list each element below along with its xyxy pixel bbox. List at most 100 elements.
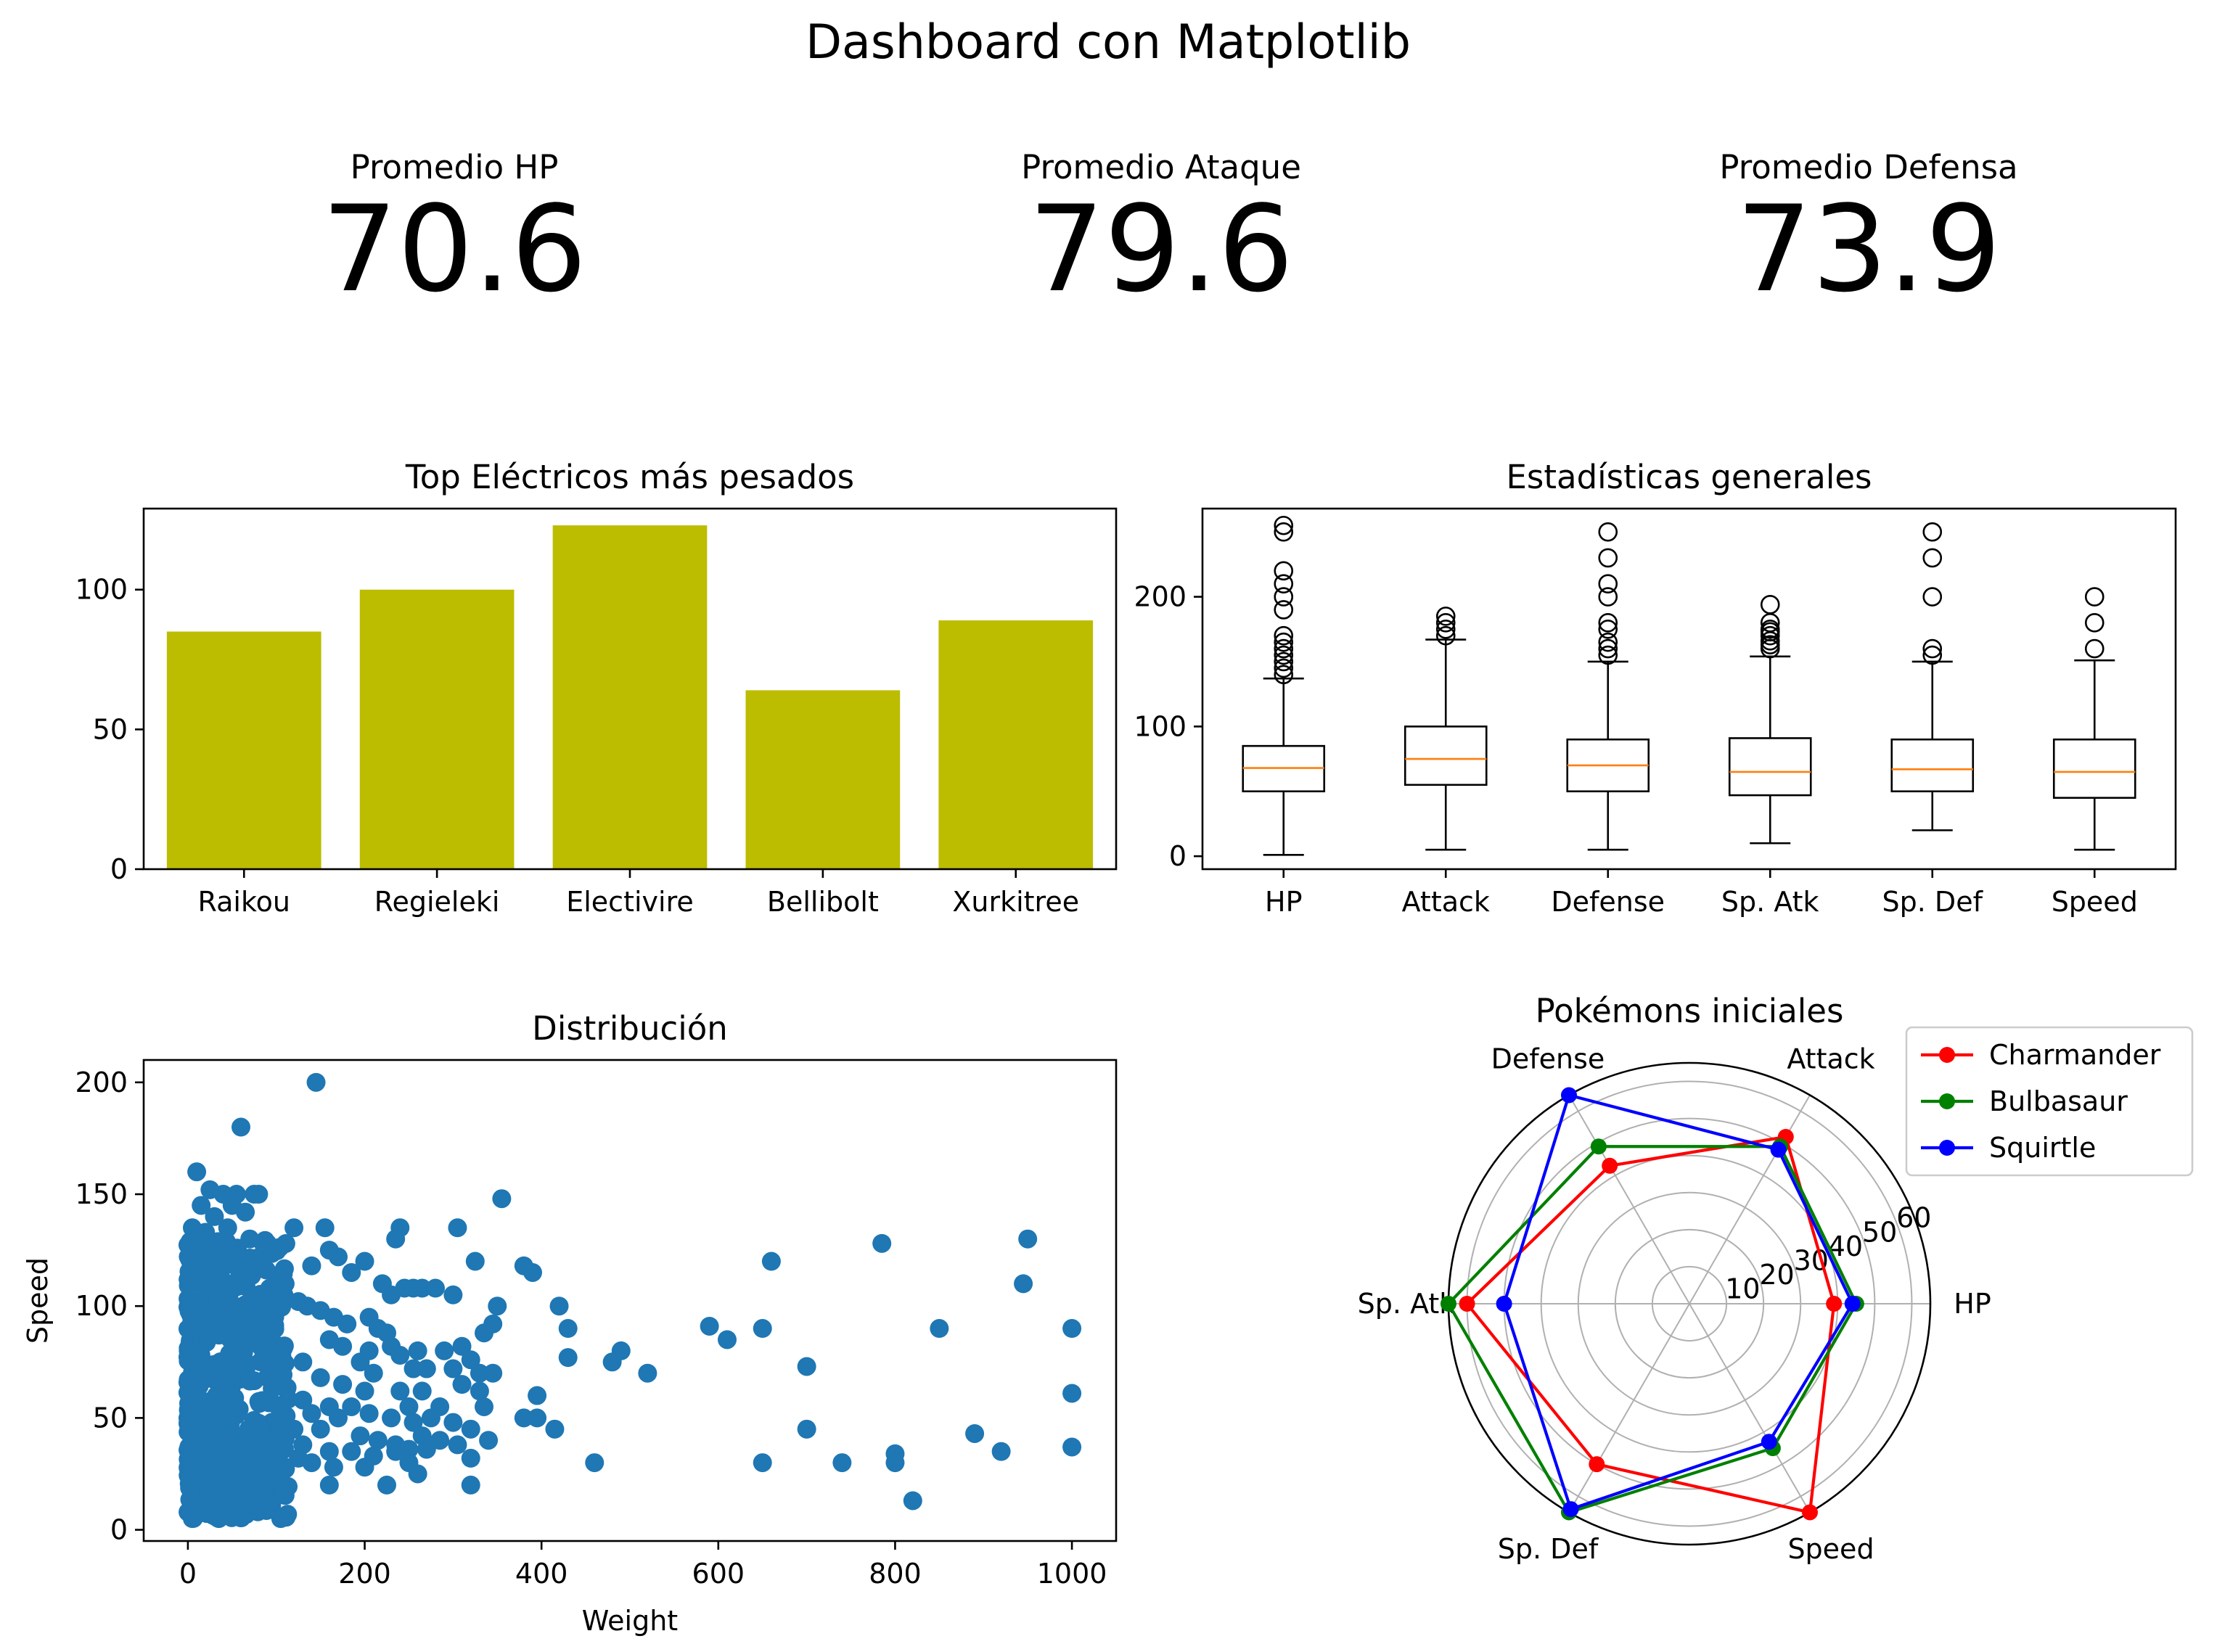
- x-tick-label: 0: [179, 1558, 197, 1590]
- data-point: [293, 1390, 313, 1410]
- legend-swatch-marker: [1939, 1047, 1955, 1063]
- data-point: [448, 1218, 467, 1238]
- data-point: [465, 1252, 485, 1271]
- radar-title: Pokémons iniciales: [1536, 992, 1844, 1030]
- data-point: [872, 1233, 892, 1253]
- data-point: [1018, 1229, 1038, 1249]
- outlier-point: [1760, 619, 1780, 639]
- angular-grid-line: [1568, 1094, 1690, 1304]
- data-point: [271, 1509, 290, 1529]
- legend-label: Squirtle: [1989, 1132, 2096, 1164]
- series-line-charmander: [1465, 1135, 1836, 1514]
- data-point: [263, 1378, 282, 1398]
- data-point: [185, 1495, 205, 1514]
- radial-tick-label: 60: [1896, 1202, 1931, 1234]
- data-point: [753, 1453, 772, 1473]
- data-point: [412, 1278, 432, 1298]
- radar-starter-pokemon: Pokémons iniciales102030405060HPAttackDe…: [1358, 992, 2194, 1565]
- data-point: [421, 1408, 440, 1428]
- outlier-point: [1274, 561, 1294, 581]
- outlier-point: [1274, 652, 1294, 672]
- data-point: [205, 1207, 224, 1226]
- outlier-point: [1274, 515, 1294, 535]
- data-point: [399, 1397, 419, 1416]
- outlier-point: [1598, 645, 1618, 665]
- data-point: [237, 1277, 256, 1296]
- series-line-bulbasaur: [1446, 1145, 1858, 1514]
- data-point: [483, 1363, 503, 1383]
- outlier-point: [1274, 522, 1294, 542]
- data-point: [417, 1359, 436, 1378]
- data-point: [277, 1378, 297, 1397]
- series-point-charmander: [1802, 1504, 1818, 1521]
- data-point: [355, 1458, 374, 1477]
- y-tick-label: 0: [110, 1514, 128, 1546]
- data-point: [470, 1381, 489, 1401]
- kpi-hp: Promedio HP 70.6: [321, 148, 586, 319]
- kpi-hp-label: Promedio HP: [351, 148, 559, 186]
- data-point: [179, 1378, 199, 1398]
- data-point: [1014, 1274, 1033, 1294]
- kpi-attack: Promedio Ataque 79.6: [1021, 148, 1301, 319]
- data-point: [452, 1336, 472, 1356]
- y-tick-label: 100: [1134, 710, 1187, 742]
- radar-axis-label: Defense: [1491, 1043, 1605, 1074]
- plot-frame: [1201, 507, 2177, 871]
- data-point: [319, 1475, 339, 1495]
- data-point: [408, 1341, 427, 1360]
- data-point: [390, 1381, 410, 1401]
- x-tick-label: Speed: [2052, 886, 2138, 918]
- data-point: [753, 1319, 772, 1339]
- data-point: [196, 1222, 216, 1242]
- data-point: [258, 1453, 277, 1473]
- data-point: [377, 1475, 396, 1495]
- data-point: [329, 1247, 348, 1267]
- outlier-point: [1922, 638, 1943, 659]
- data-point: [180, 1478, 200, 1497]
- series-point-charmander: [1826, 1296, 1843, 1312]
- box-spdef: [1890, 738, 1975, 793]
- data-point: [549, 1296, 569, 1316]
- outlier-point: [1598, 619, 1618, 639]
- data-point: [700, 1316, 719, 1336]
- data-point: [403, 1359, 423, 1378]
- boxplot-general-stats: Estadísticas generales HP Attack Defense Sp.…: [1134, 458, 2177, 918]
- series-point-charmander: [1589, 1456, 1605, 1473]
- data-point: [293, 1352, 313, 1372]
- data-point: [602, 1352, 622, 1372]
- outlier-point: [2084, 638, 2105, 659]
- data-point: [448, 1435, 467, 1455]
- outlier-point: [1598, 632, 1618, 652]
- data-point: [186, 1246, 205, 1266]
- data-point: [333, 1375, 353, 1394]
- data-point: [386, 1229, 406, 1249]
- series-point-squirtle: [1496, 1296, 1512, 1312]
- outlier-point: [1435, 613, 1456, 633]
- series-point-charmander: [1459, 1296, 1475, 1312]
- data-point: [302, 1404, 321, 1423]
- y-tick-label: 200: [1134, 581, 1187, 613]
- data-point: [222, 1471, 242, 1490]
- data-point: [528, 1386, 547, 1405]
- x-tick-label: Electivire: [566, 886, 694, 918]
- y-tick-label: 150: [75, 1178, 128, 1210]
- outlier-point: [1922, 645, 1943, 665]
- outlier-point: [1274, 625, 1294, 646]
- legend-swatch-marker: [1939, 1093, 1955, 1109]
- y-tick-label: 50: [93, 1402, 128, 1434]
- kpi-defense: Promedio Defensa 73.9: [1719, 148, 2017, 319]
- data-point: [390, 1346, 410, 1365]
- outlier-point: [1274, 658, 1294, 678]
- outlier-point: [1274, 574, 1294, 593]
- kpi-defense-value: 73.9: [1736, 180, 2001, 319]
- data-point: [452, 1375, 472, 1394]
- outlier-point: [1922, 548, 1943, 568]
- y-tick-label: 100: [75, 1290, 128, 1322]
- data-point: [235, 1295, 255, 1315]
- data-point: [221, 1281, 240, 1301]
- data-point: [342, 1397, 361, 1416]
- legend-swatch-marker: [1939, 1140, 1955, 1156]
- data-point: [461, 1350, 480, 1370]
- data-point: [1062, 1384, 1082, 1403]
- radar-axis-label: HP: [1954, 1288, 1991, 1320]
